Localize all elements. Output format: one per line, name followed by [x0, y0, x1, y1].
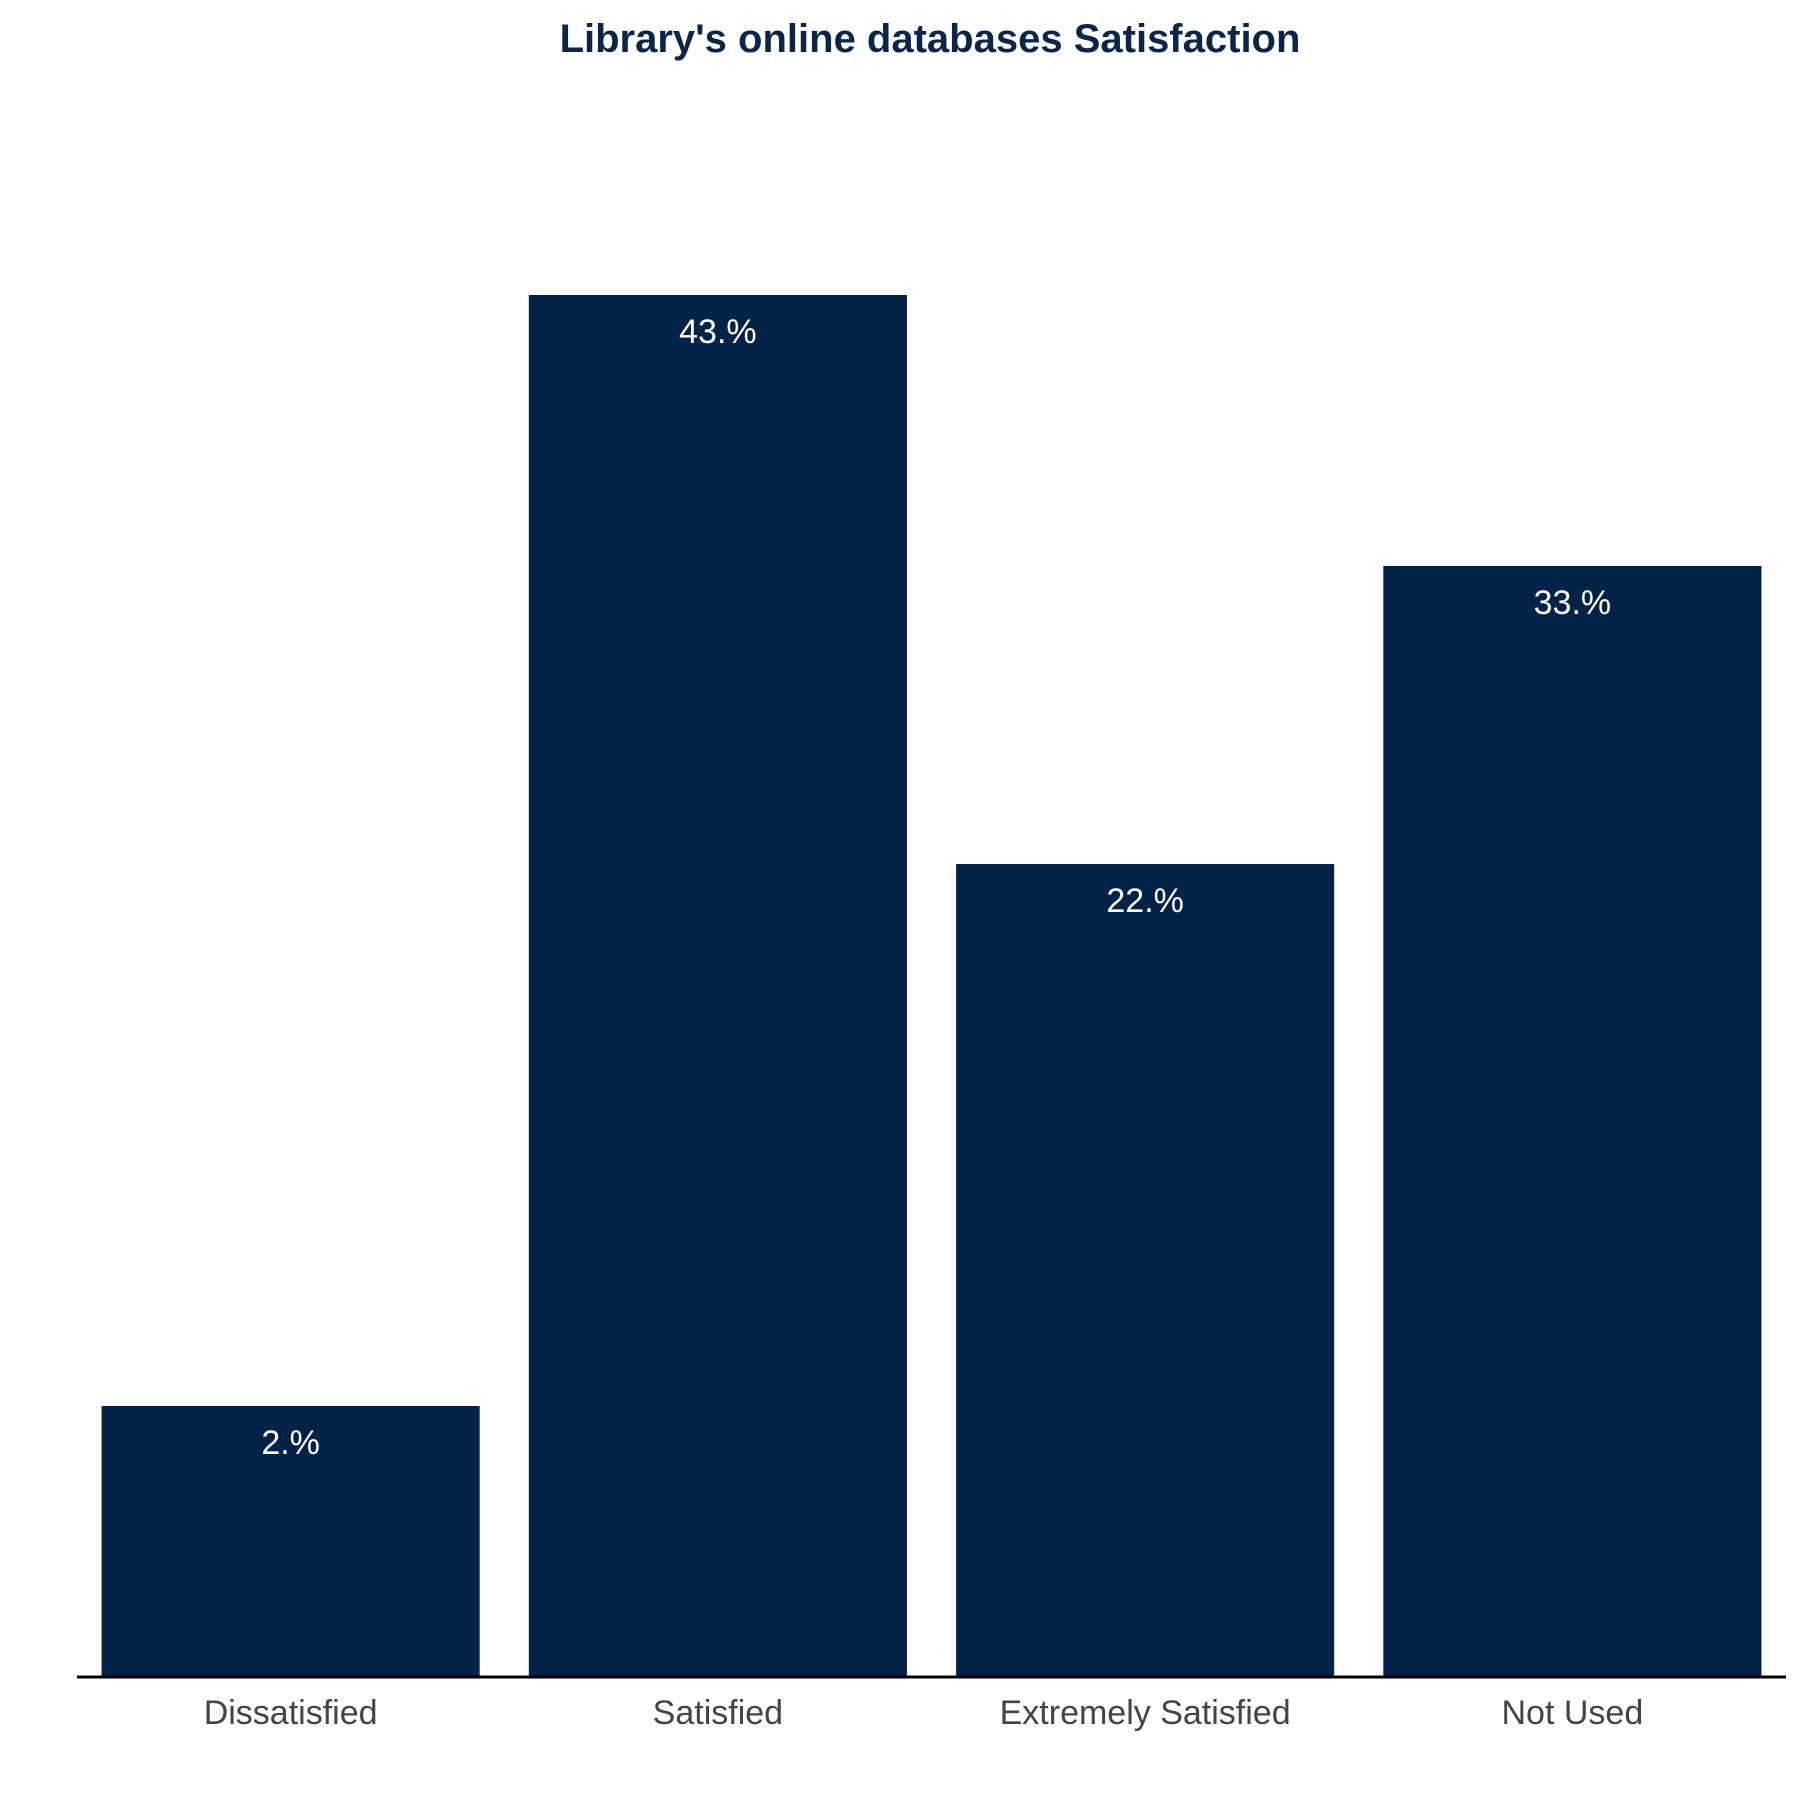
bars-group: [101, 295, 1762, 1677]
bar-labels-group: 2.% 43.% 22.% 33.%: [261, 313, 1611, 1462]
bar-value-label: 2.%: [261, 1424, 320, 1462]
category-labels-group: Dissatisfied Satisfied Extremely Satisfied…: [204, 1694, 1644, 1732]
bar-not-used: [1383, 565, 1762, 1677]
bar-dissatisfied: [101, 1406, 480, 1677]
x-tick-label: Not Used: [1502, 1694, 1644, 1732]
x-tick-label: Satisfied: [653, 1694, 783, 1732]
x-tick-label: Dissatisfied: [204, 1694, 378, 1732]
bar-value-label: 22.%: [1106, 882, 1184, 920]
x-tick-label: Extremely Satisfied: [1000, 1694, 1291, 1732]
bar-value-label: 43.%: [679, 313, 757, 351]
chart-title: Library's online databases Satisfaction: [560, 17, 1301, 61]
bar-extremely-satisfied: [956, 864, 1335, 1677]
bar-satisfied: [528, 295, 907, 1677]
bar-value-label: 33.%: [1534, 584, 1612, 622]
